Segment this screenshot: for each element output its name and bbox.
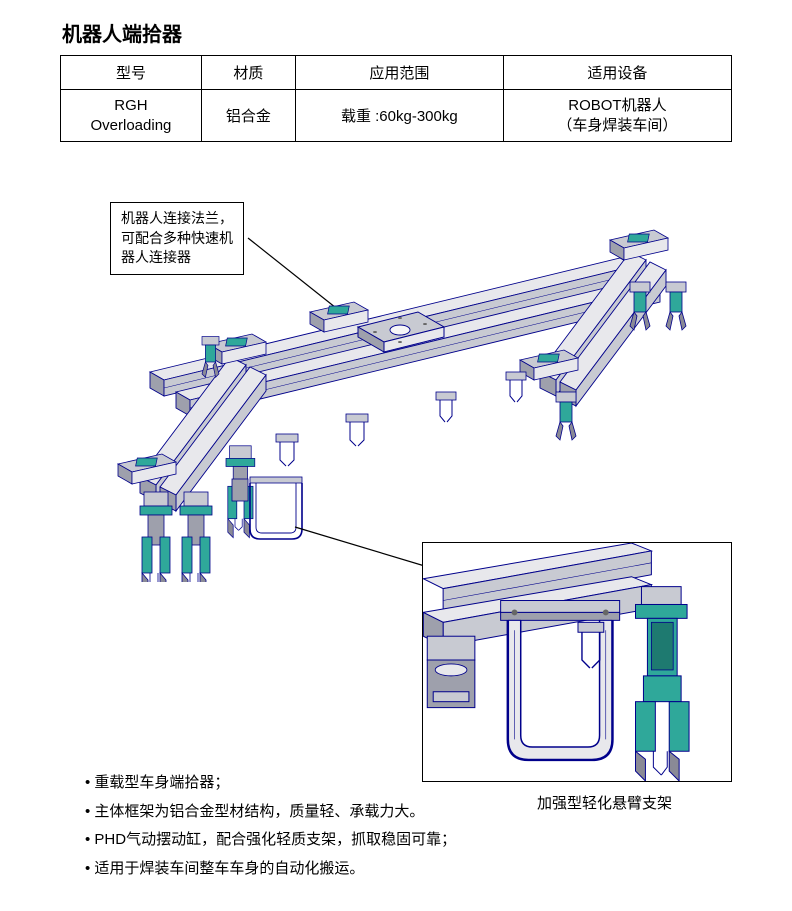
th-material: 材质 <box>201 56 295 90</box>
bullet-item: 适用于焊装车间整车车身的自动化搬运。 <box>85 855 456 884</box>
th-model: 型号 <box>61 56 202 90</box>
model-line2: Overloading <box>91 117 172 134</box>
callout-flange: 机器人连接法兰， 可配合多种快速机 器人连接器 <box>110 202 244 275</box>
bullet-item: 重载型车身端拾器； <box>85 769 456 798</box>
td-scope: 载重 :60kg-300kg <box>295 90 503 142</box>
callout-l3: 器人连接器 <box>121 249 191 265</box>
bullet-item: 主体框架为铝合金型材结构，质量轻、承载力大。 <box>85 798 456 827</box>
table-data-row: RGH Overloading 铝合金 载重 :60kg-300kg ROBOT… <box>61 90 732 142</box>
page-title: 机器人端拾器 <box>60 18 732 47</box>
detail-inset <box>422 542 732 782</box>
detail-bracket-diagram <box>423 543 731 781</box>
equip-line1: ROBOT机器人 <box>568 97 666 114</box>
th-equip: 适用设备 <box>503 56 731 90</box>
callout-l1: 机器人连接法兰， <box>121 210 233 226</box>
td-model: RGH Overloading <box>61 90 202 142</box>
callout-l2: 可配合多种快速机 <box>121 230 233 246</box>
equip-line2: （车身焊装车间） <box>557 117 677 134</box>
table-header-row: 型号 材质 应用范围 适用设备 <box>61 56 732 90</box>
td-equip: ROBOT机器人 （车身焊装车间） <box>503 90 731 142</box>
model-line1: RGH <box>114 97 147 114</box>
th-scope: 应用范围 <box>295 56 503 90</box>
bullet-item: PHD气动摆动缸，配合强化轻质支架，抓取稳固可靠； <box>85 826 456 855</box>
detail-caption: 加强型轻化悬臂支架 <box>537 792 672 813</box>
diagram-area: 机器人连接法兰， 可配合多种快速机 器人连接器 <box>60 172 732 752</box>
feature-bullets: 重载型车身端拾器； 主体框架为铝合金型材结构，质量轻、承载力大。 PHD气动摆动… <box>85 769 456 883</box>
spec-table: 型号 材质 应用范围 适用设备 RGH Overloading 铝合金 载重 :… <box>60 55 732 142</box>
td-material: 铝合金 <box>201 90 295 142</box>
